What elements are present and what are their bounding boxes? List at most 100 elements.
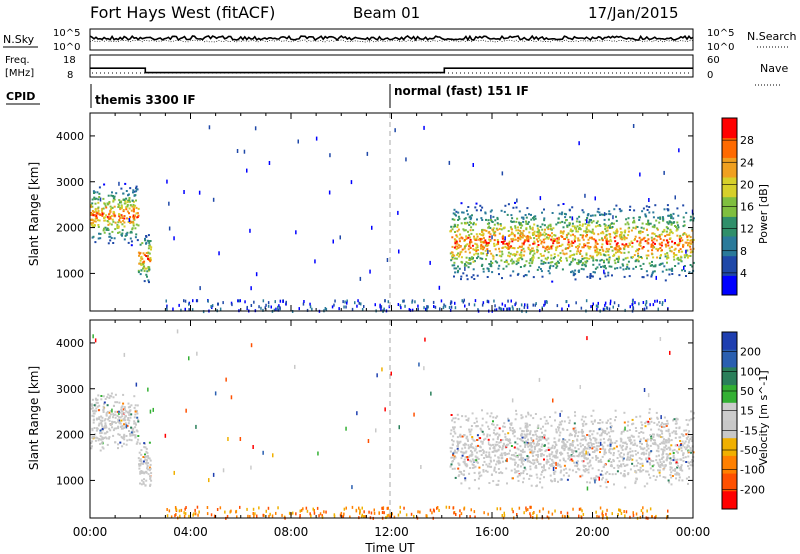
velocity-cell — [529, 465, 532, 468]
velocity-cell — [616, 457, 619, 459]
velocity-cell — [512, 431, 515, 434]
power-cell — [604, 225, 607, 228]
power-cell — [481, 230, 483, 233]
velocity-cell — [527, 508, 529, 512]
velocity-cell — [648, 453, 651, 456]
velocity-cell — [560, 423, 563, 426]
velocity-cell — [454, 432, 457, 435]
velocity-cell — [550, 424, 553, 427]
power-cell — [91, 202, 94, 205]
power-cell — [656, 256, 659, 259]
power-cell — [488, 225, 491, 228]
velocity-cell — [488, 462, 491, 465]
power-cell — [584, 260, 587, 263]
power-cell — [101, 211, 104, 214]
power-cell — [112, 220, 115, 223]
power-cell — [592, 259, 595, 262]
velocity-cell — [149, 459, 152, 462]
power-cell — [529, 249, 532, 252]
velocity-cell — [466, 435, 469, 438]
velocity-cell — [641, 462, 644, 465]
velocity-cell — [514, 418, 517, 421]
velocity-cell — [641, 427, 643, 430]
velocity-cell — [603, 451, 606, 454]
velocity-cell — [450, 456, 453, 459]
power-cell — [458, 244, 460, 247]
velocity-cell — [557, 426, 559, 429]
power-cell — [556, 265, 559, 268]
power-cell — [487, 241, 490, 244]
power-cell — [499, 307, 502, 311]
power-cell — [517, 261, 520, 264]
velocity-cell — [563, 468, 566, 471]
power-cell — [454, 225, 456, 228]
power-cell — [108, 213, 110, 216]
power-cell — [663, 170, 665, 175]
velocity-cell — [671, 475, 674, 477]
velocity-cell — [643, 453, 645, 456]
power-cell — [518, 221, 521, 224]
power-cell — [140, 257, 143, 260]
velocity-cell — [185, 506, 187, 509]
velocity-cell — [389, 515, 391, 519]
velocity-cell — [318, 514, 320, 518]
velocity-cell — [373, 508, 375, 512]
power-cell — [238, 299, 240, 303]
velocity-cell — [610, 430, 613, 433]
velocity-cell — [677, 451, 679, 454]
power-cell — [491, 254, 494, 257]
velocity-cell — [681, 469, 684, 472]
power-cell — [539, 253, 542, 255]
power-cell — [462, 228, 465, 231]
velocity-cell — [642, 511, 644, 515]
velocity-cell — [550, 463, 553, 465]
power-cell — [481, 245, 484, 248]
velocity-ytick-label: 3000 — [56, 383, 84, 396]
power-cell — [467, 262, 470, 265]
power-cell — [480, 265, 483, 267]
power-cell — [616, 257, 618, 260]
power-cell — [374, 303, 376, 307]
power-cell — [660, 244, 663, 247]
velocity-cell — [646, 443, 648, 446]
power-cell — [627, 217, 630, 220]
power-cell — [654, 299, 656, 303]
velocity-cell — [506, 453, 509, 455]
power-cell — [661, 249, 663, 252]
power-cell — [543, 219, 546, 222]
power-cell — [649, 264, 652, 267]
velocity-cell — [497, 479, 500, 482]
power-cell — [624, 229, 627, 232]
power-cell — [506, 213, 509, 216]
power-cell — [599, 225, 602, 227]
power-cell — [492, 215, 495, 218]
power-cell — [616, 250, 619, 253]
power-cell — [462, 300, 465, 304]
velocity-cell — [92, 421, 95, 424]
velocity-cell — [454, 456, 457, 459]
velocity-cell — [136, 404, 139, 407]
velocity-cell — [139, 458, 142, 461]
velocity-cell — [635, 453, 638, 456]
velocity-cell — [469, 454, 471, 457]
velocity-cell — [96, 398, 99, 401]
power-cell — [547, 270, 550, 272]
power-cell — [605, 250, 607, 253]
velocity-cell — [559, 478, 562, 481]
power-cell — [630, 256, 633, 259]
velocity-cell — [390, 371, 392, 376]
power-cell — [652, 241, 655, 244]
velocity-cell — [672, 454, 675, 457]
velocity-cell — [508, 439, 511, 442]
velocity-cell — [459, 440, 462, 443]
velocity-cell — [103, 427, 106, 430]
power-cell — [651, 239, 653, 242]
power-cell — [569, 234, 572, 237]
power-cell — [433, 305, 435, 308]
power-cell — [579, 234, 582, 236]
velocity-cell — [100, 432, 103, 434]
velocity-cell — [680, 464, 683, 467]
velocity-cell — [565, 472, 568, 474]
power-cell — [116, 225, 119, 228]
power-cell — [634, 301, 636, 305]
